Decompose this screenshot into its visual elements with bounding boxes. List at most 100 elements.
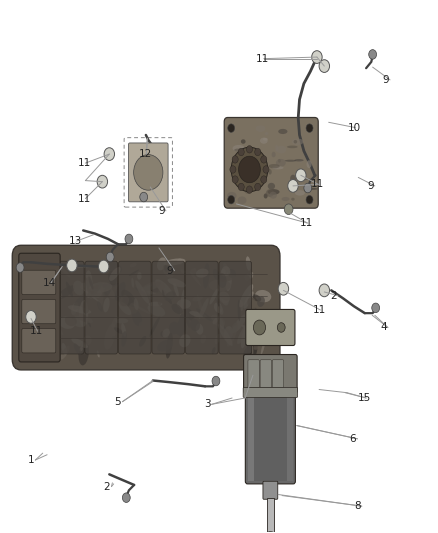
Ellipse shape (115, 318, 128, 324)
Text: 11: 11 (78, 193, 91, 204)
Ellipse shape (251, 169, 262, 176)
Ellipse shape (88, 277, 94, 290)
Ellipse shape (291, 198, 295, 200)
Text: 8: 8 (354, 501, 360, 511)
Ellipse shape (293, 140, 297, 143)
Ellipse shape (292, 139, 304, 145)
Ellipse shape (129, 270, 139, 276)
Bar (267, 498, 274, 533)
Circle shape (253, 320, 265, 335)
Ellipse shape (256, 125, 265, 132)
Ellipse shape (299, 160, 303, 163)
Ellipse shape (80, 282, 86, 289)
Ellipse shape (241, 139, 246, 144)
FancyBboxPatch shape (128, 143, 168, 202)
Ellipse shape (182, 318, 194, 341)
Ellipse shape (209, 279, 231, 292)
Ellipse shape (230, 321, 237, 327)
Ellipse shape (189, 311, 207, 318)
Ellipse shape (173, 283, 179, 297)
Ellipse shape (142, 281, 161, 291)
Text: 11: 11 (256, 54, 269, 63)
Ellipse shape (166, 333, 173, 359)
Ellipse shape (239, 300, 243, 311)
Ellipse shape (180, 323, 188, 337)
Text: 9: 9 (167, 266, 173, 276)
Ellipse shape (233, 145, 245, 152)
Circle shape (284, 204, 293, 215)
Ellipse shape (164, 291, 176, 301)
FancyBboxPatch shape (51, 261, 84, 354)
Ellipse shape (233, 173, 240, 176)
Ellipse shape (239, 284, 253, 308)
Ellipse shape (278, 129, 287, 134)
Text: 11: 11 (311, 179, 324, 189)
Ellipse shape (175, 320, 187, 336)
FancyBboxPatch shape (224, 117, 318, 208)
Ellipse shape (268, 169, 272, 175)
Ellipse shape (71, 302, 78, 315)
Ellipse shape (250, 321, 260, 338)
Circle shape (254, 148, 261, 156)
Ellipse shape (305, 188, 318, 190)
Circle shape (372, 303, 380, 313)
Text: 12: 12 (138, 149, 152, 159)
Ellipse shape (60, 346, 70, 360)
Ellipse shape (111, 316, 118, 328)
Ellipse shape (241, 325, 251, 330)
Ellipse shape (244, 292, 254, 309)
Ellipse shape (237, 321, 251, 344)
Text: 14: 14 (43, 278, 56, 288)
Ellipse shape (196, 269, 208, 278)
Ellipse shape (57, 324, 61, 337)
Ellipse shape (49, 286, 52, 300)
Ellipse shape (106, 287, 115, 298)
Ellipse shape (191, 268, 197, 275)
Text: 11: 11 (300, 218, 313, 228)
Ellipse shape (237, 300, 240, 321)
Ellipse shape (240, 182, 251, 188)
Ellipse shape (130, 263, 137, 267)
Circle shape (239, 156, 260, 183)
Ellipse shape (211, 314, 225, 327)
Ellipse shape (251, 157, 263, 164)
Ellipse shape (276, 159, 286, 167)
Ellipse shape (141, 274, 157, 286)
Ellipse shape (212, 347, 215, 354)
Ellipse shape (215, 334, 221, 344)
Ellipse shape (43, 328, 49, 333)
Circle shape (306, 196, 313, 204)
Ellipse shape (237, 196, 247, 204)
Ellipse shape (92, 290, 102, 298)
Ellipse shape (178, 314, 185, 337)
Ellipse shape (298, 178, 311, 180)
FancyBboxPatch shape (22, 270, 56, 295)
Ellipse shape (184, 302, 190, 328)
Ellipse shape (68, 305, 91, 314)
Ellipse shape (234, 149, 242, 151)
Ellipse shape (112, 336, 127, 344)
FancyBboxPatch shape (246, 310, 295, 345)
Ellipse shape (134, 298, 138, 310)
Ellipse shape (180, 266, 195, 271)
Ellipse shape (97, 350, 100, 358)
FancyBboxPatch shape (22, 300, 56, 324)
Ellipse shape (264, 193, 268, 198)
Ellipse shape (65, 315, 77, 326)
Circle shape (140, 192, 148, 202)
Ellipse shape (59, 310, 78, 326)
Text: 9: 9 (367, 181, 374, 191)
Circle shape (238, 183, 244, 191)
Circle shape (304, 183, 312, 193)
Ellipse shape (74, 343, 81, 355)
Ellipse shape (44, 311, 49, 319)
Ellipse shape (307, 160, 311, 168)
Ellipse shape (106, 261, 122, 273)
Ellipse shape (169, 321, 180, 335)
Ellipse shape (246, 256, 251, 271)
Text: 11: 11 (313, 305, 326, 315)
FancyBboxPatch shape (118, 261, 151, 354)
Ellipse shape (83, 300, 90, 314)
Text: 6: 6 (350, 434, 356, 444)
Circle shape (106, 252, 114, 262)
